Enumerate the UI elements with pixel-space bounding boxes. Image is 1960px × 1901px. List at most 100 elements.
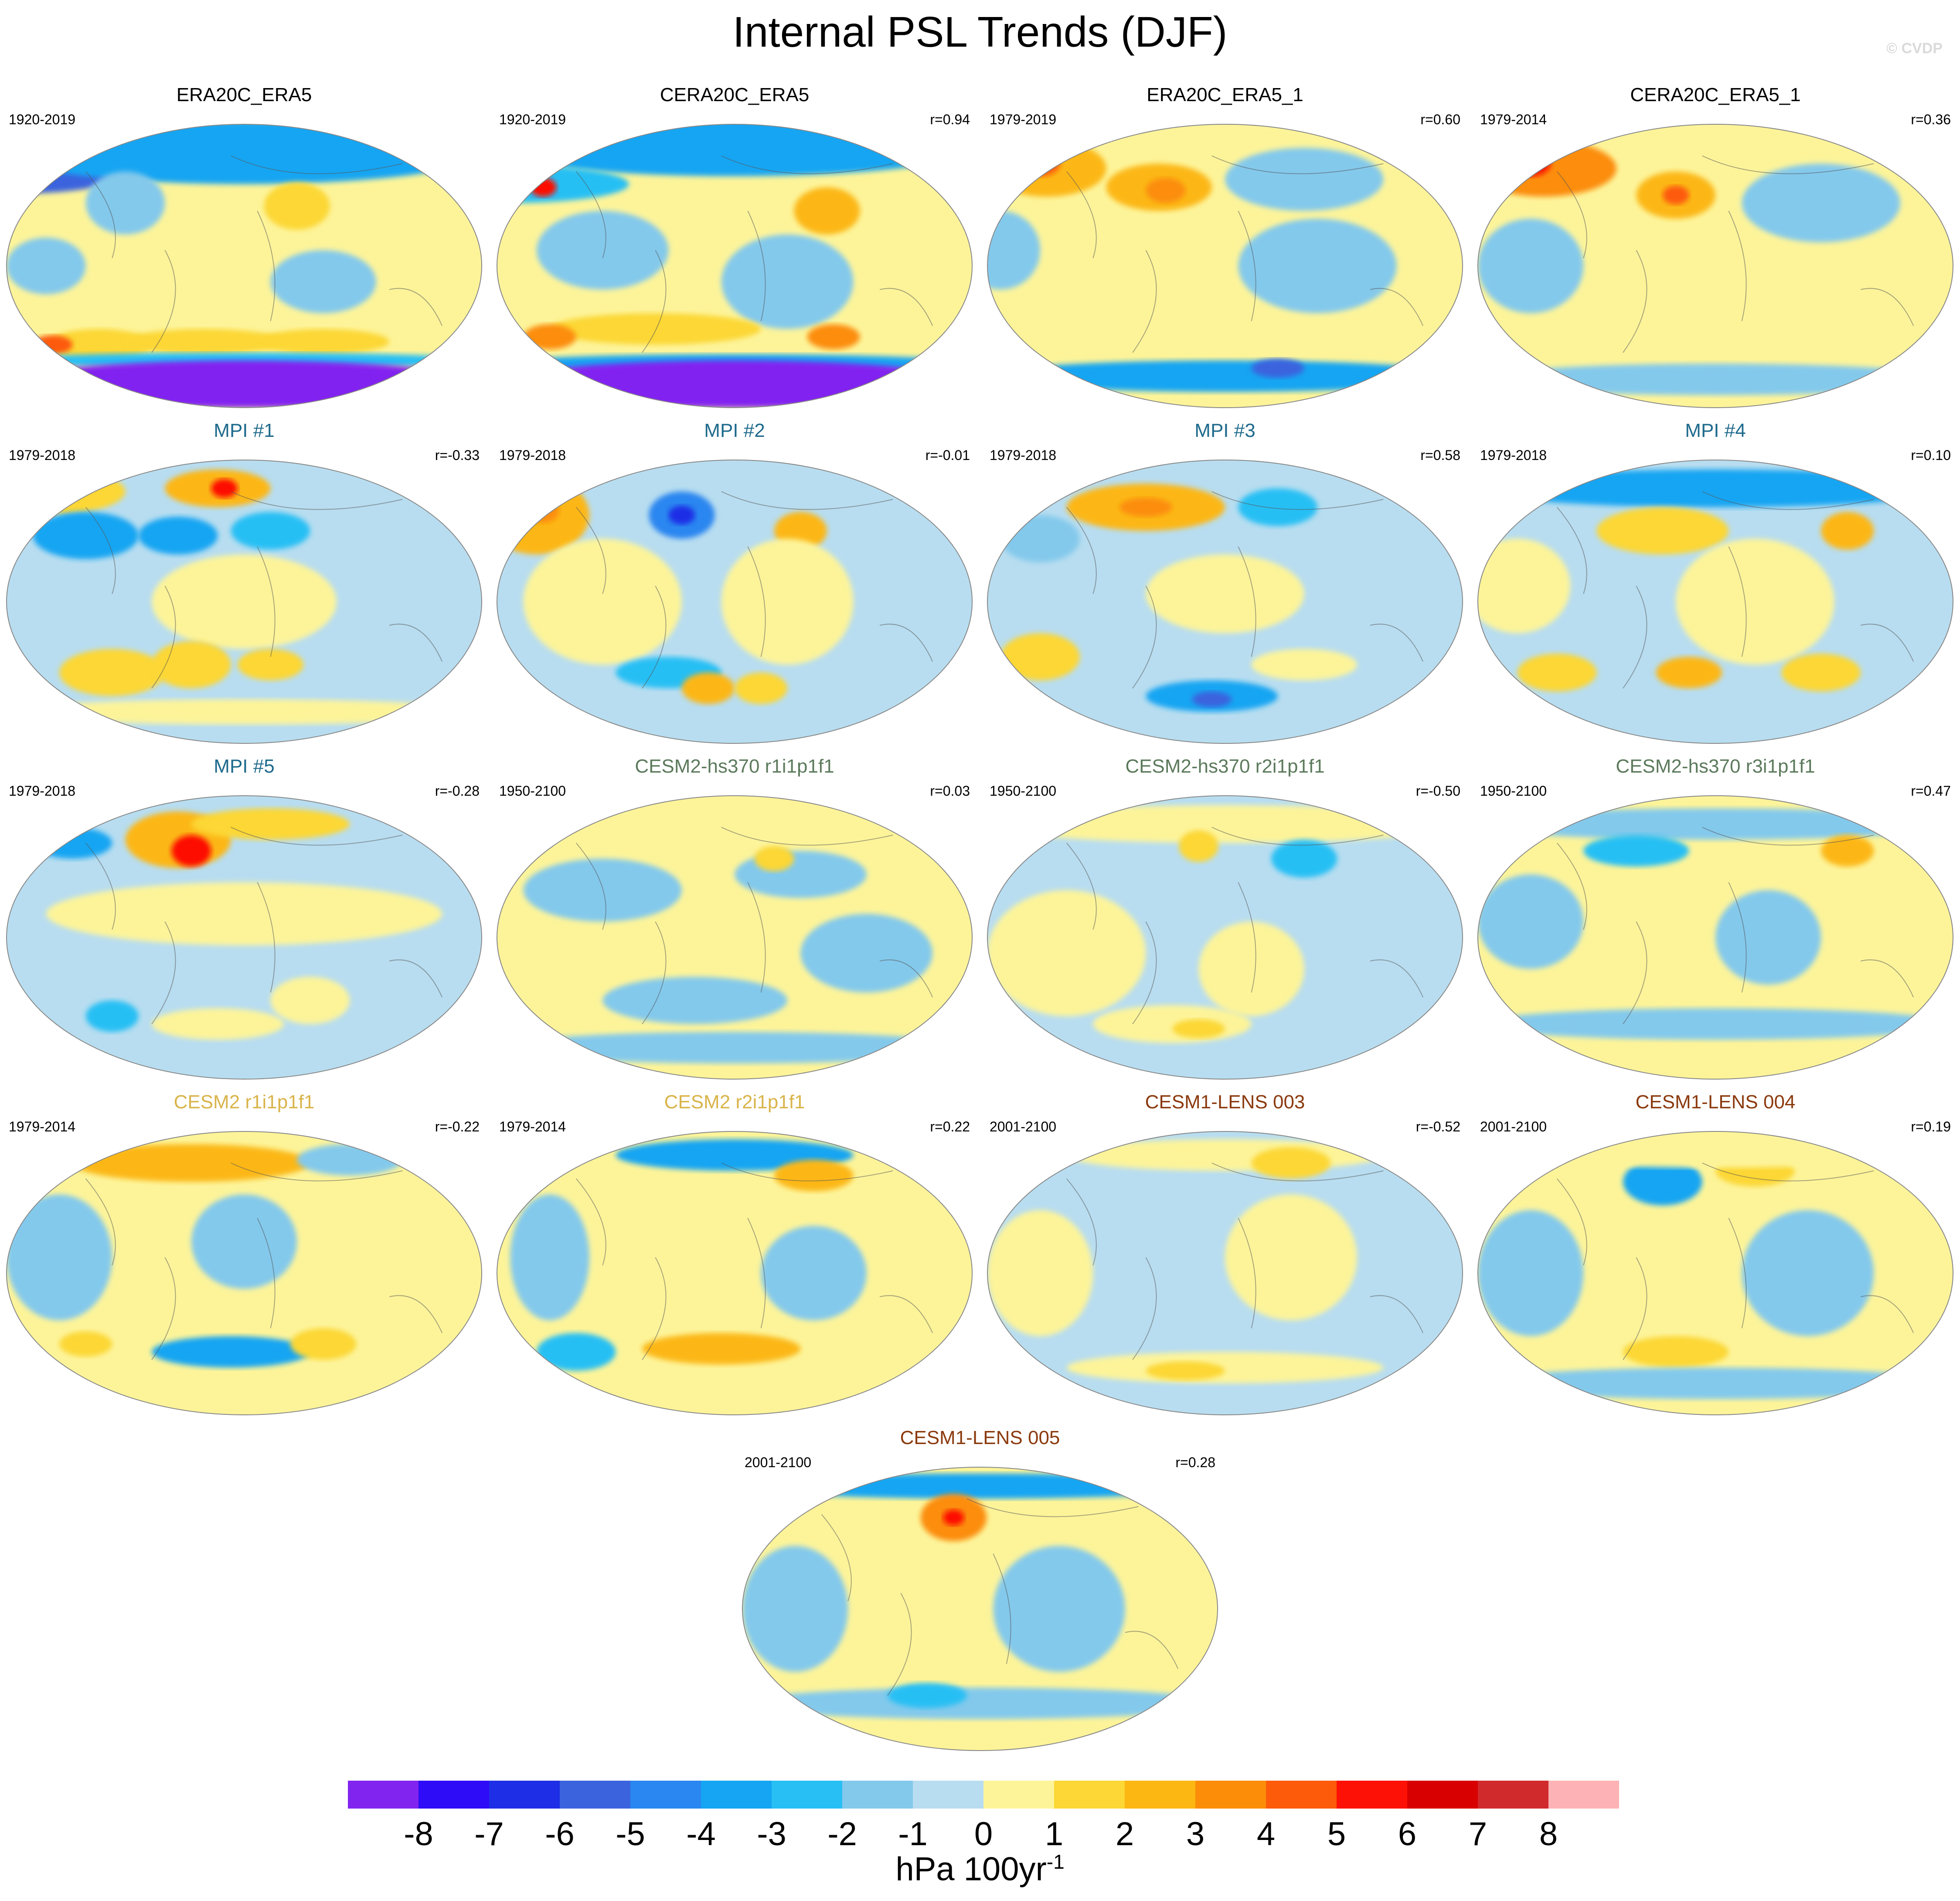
trend-contour-region	[1014, 290, 1172, 337]
trend-contour-region	[742, 1473, 1218, 1499]
map-plot	[987, 1131, 1463, 1415]
map-outline	[1477, 1131, 1953, 1415]
trend-contour-region	[1715, 890, 1821, 985]
map-plot	[987, 124, 1463, 408]
panel-title: CESM2 r1i1p1f1	[174, 1091, 315, 1113]
credit-watermark: © CVDP	[1886, 40, 1943, 57]
colorbar-unit-label: hPa 100yr-1	[0, 1840, 1960, 1891]
coastline	[575, 827, 933, 1025]
trend-contour-region	[290, 1328, 357, 1360]
trend-contour-region	[987, 211, 1041, 290]
map-panel: CERA20C_ERA5_1 1979-2014 r=0.36	[1476, 83, 1955, 410]
trend-contour-region	[774, 1160, 854, 1192]
trend-contour-region	[642, 1333, 801, 1365]
trend-contour-region	[1478, 218, 1584, 313]
trend-contour-region	[7, 699, 482, 725]
trend-contour-region	[1238, 218, 1397, 313]
trend-contour-region	[1478, 1008, 1953, 1040]
trend-contour-region	[794, 187, 860, 235]
map-outline	[1477, 124, 1953, 408]
panel-title: CESM2-hs370 r1i1p1f1	[635, 756, 834, 777]
map-panel: CESM2-hs370 r2i1p1f1 1950-2100 r=-0.50	[985, 754, 1465, 1081]
trend-contour-region	[1821, 512, 1874, 550]
trend-contour-region	[1517, 1142, 1914, 1168]
panel-correlation: r=0.94	[930, 112, 970, 127]
trend-contour-region	[237, 649, 304, 681]
map-outline	[497, 460, 973, 744]
panel-title: CESM2-hs370 r3i1p1f1	[1616, 756, 1815, 777]
map-panel: CESM1-LENS 004 2001-2100 r=0.19	[1476, 1090, 1955, 1417]
panel-correlation: r=0.10	[1911, 447, 1951, 463]
panel-title: CERA20C_ERA5_1	[1630, 84, 1801, 106]
trend-contour-region	[33, 335, 73, 354]
trend-contour-region	[1478, 874, 1584, 969]
colorbar-swatch	[1266, 1781, 1337, 1809]
panel-years: 1979-2018	[1480, 447, 1547, 463]
trend-contour-region	[754, 846, 794, 872]
map-panel: ERA20C_ERA5_1 1979-2019 r=0.60	[985, 83, 1465, 410]
trend-contour-region	[270, 977, 350, 1024]
trend-contour-region	[191, 1194, 297, 1289]
trend-contour-region	[1172, 1019, 1225, 1039]
map-panel: MPI #1 1979-2018 r=-0.33	[4, 419, 484, 746]
map-outline	[497, 1131, 973, 1415]
trend-contour-region	[523, 538, 682, 665]
trend-contour-region	[681, 672, 735, 704]
panel-correlation: r=-0.52	[1416, 1119, 1460, 1134]
panel-years: 1920-2019	[9, 112, 76, 127]
trend-contour-region	[1225, 148, 1384, 211]
map-panel: CESM2-hs370 r1i1p1f1 1950-2100 r=0.03	[495, 754, 974, 1081]
trend-contour-region	[527, 497, 559, 523]
panel-years: 1979-2014	[499, 1119, 566, 1134]
colorbar-swatch	[1054, 1781, 1125, 1809]
panel-years: 1950-2100	[990, 783, 1057, 799]
map-plot	[1477, 460, 1953, 744]
colorbar-swatch	[419, 1781, 489, 1809]
panel-correlation: r=0.22	[930, 1119, 970, 1134]
map-plot	[497, 1131, 973, 1415]
coastline	[1066, 1162, 1424, 1360]
figure-title: Internal PSL Trends (DJF)	[732, 8, 1228, 56]
panel-years: 2001-2100	[990, 1119, 1057, 1134]
trend-contour-region	[721, 538, 854, 665]
colorbar-swatch	[1478, 1781, 1548, 1809]
panel-title: ERA20C_ERA5_1	[1147, 84, 1303, 106]
coastline	[1556, 155, 1914, 353]
panel-years: 1979-2018	[990, 447, 1057, 463]
trend-contour-region	[721, 234, 854, 329]
map-outline	[6, 1131, 482, 1415]
coastline	[575, 491, 933, 689]
map-outline	[987, 124, 1463, 408]
map-plot	[6, 460, 482, 744]
trend-contour-region	[171, 835, 211, 867]
trend-contour-region	[987, 360, 1463, 392]
trend-contour-region	[59, 649, 165, 696]
trend-contour-region	[211, 479, 238, 498]
trend-contour-region	[1676, 538, 1834, 665]
map-panel: MPI #3 1979-2018 r=0.58	[985, 419, 1465, 746]
panel-title: ERA20C_ERA5	[176, 84, 312, 106]
map-outline	[987, 460, 1463, 744]
panel-correlation: r=0.03	[930, 783, 970, 799]
panel-correlation: r=0.19	[1911, 1119, 1951, 1134]
panel-years: 1920-2019	[499, 112, 566, 127]
trend-contour-region	[85, 171, 165, 235]
trend-contour-region	[510, 1194, 589, 1321]
coastline	[1556, 491, 1914, 689]
map-plot	[1477, 795, 1953, 1080]
trend-contour-region	[530, 177, 557, 197]
trend-contour-region	[1662, 185, 1689, 205]
map-plot	[987, 795, 1463, 1080]
map-outline	[6, 795, 482, 1080]
panel-title: MPI #4	[1685, 420, 1746, 441]
trend-contour-region	[987, 805, 1463, 843]
map-panel: CESM1-LENS 003 2001-2100 r=-0.52	[985, 1090, 1465, 1417]
trend-contour-region	[46, 329, 152, 361]
trend-contour-region	[1596, 507, 1729, 555]
map-panel: MPI #5 1979-2018 r=-0.28	[4, 754, 484, 1081]
trend-contour-region	[1478, 1210, 1584, 1336]
colorbar-swatch	[1407, 1781, 1478, 1809]
trend-contour-region	[59, 1331, 112, 1357]
trend-contour-region	[1020, 151, 1060, 177]
trend-contour-region	[1146, 177, 1186, 203]
